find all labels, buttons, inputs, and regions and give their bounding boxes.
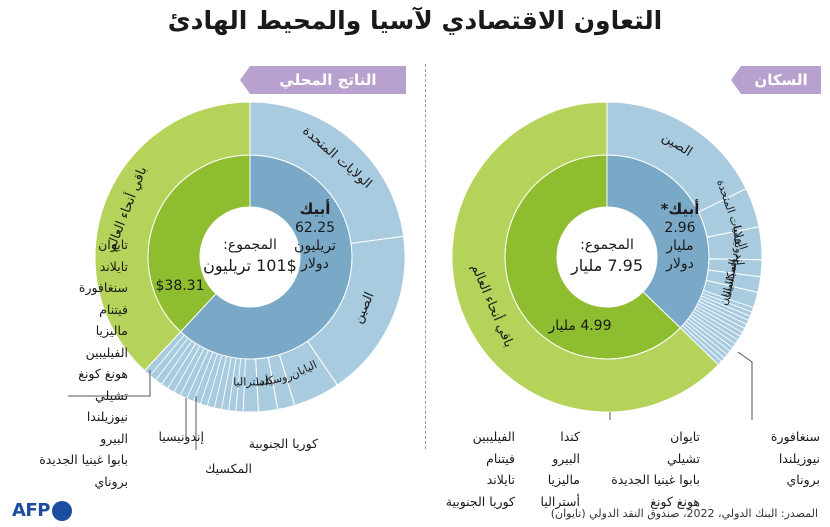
gdp-list-item-11: بروناي [94, 473, 128, 489]
gdp-list-item-8: نيوزيلندا [86, 409, 128, 424]
page-title: التعاون الاقتصادي لآسيا والمحيط الهادئ [167, 6, 663, 35]
gdp-label-mexico: المكسيك [205, 461, 252, 476]
pop-list-column-4: الفيليبين فيتنام تايلاند كوريا الجنوبية [410, 426, 515, 512]
gdp-small-economies-list: تايوان تايلاند سنغافورة فيتنام ماليزيا الفيلي… [18, 234, 128, 492]
gdp-list-item-4: ماليزيا [95, 323, 128, 338]
center-label: المجموع: [580, 237, 634, 253]
gdp-list-item-7: تشيلي [95, 387, 128, 403]
inner-label-rest: $38.31 [156, 278, 205, 294]
inner-label-rest: 4.99 مليار [547, 318, 611, 334]
pop-list-item-0-0: سنغافورة [770, 429, 820, 444]
center-label: المجموع: [223, 237, 277, 253]
gdp-list-item-3: فيتنام [99, 301, 128, 317]
pop-list-item-0-1: نيوزيلندا [778, 450, 820, 466]
pop-list-column-3: كندا البيرو ماليزيا أستراليا [500, 426, 580, 512]
gdp-label-south-korea: كوريا الجنوبية [248, 436, 318, 451]
outer-slice-rest [451, 101, 720, 413]
gdp-list-item-0: تايوان [98, 237, 128, 252]
pop-list-item-2-3: أستراليا [540, 493, 580, 509]
gdp-list-item-5: الفيليبين [85, 344, 128, 360]
pop-list-item-2-2: ماليزيا [547, 472, 580, 487]
center-hole [557, 207, 657, 307]
afp-logo: AFP [12, 500, 72, 521]
leader-lines [68, 351, 753, 450]
center-hole [200, 207, 300, 307]
pop-list-item-3-3: كوريا الجنوبية [445, 493, 515, 509]
inner-label-apec-2: تريليون [294, 238, 336, 254]
inner-label-apec-0: أبيك [300, 199, 331, 218]
panel-divider [425, 64, 426, 449]
gdp-list-item-10: بابوا غينيا الجديدة [39, 452, 128, 467]
source-note: المصدر: البنك الدولي، 2022، صندوق النقد … [550, 507, 818, 520]
outer-label-3: روسيا [265, 369, 294, 388]
inner-label-apec-3: دولار [665, 256, 694, 272]
pop-list-item-3-2: تايلاند [486, 472, 515, 487]
population-panel-label: السكان [731, 66, 821, 94]
gdp-panel-label: الناتج المحلي الإجمالي [240, 66, 406, 111]
inner-label-apec-1: 62.25 [295, 220, 335, 236]
afp-logo-text: AFP [12, 500, 50, 521]
pop-list-column-2: تايوان تشيلي بابوا غينيا الجديدة هونغ كونغ [588, 426, 700, 512]
gdp-list-item-6: هونغ كونغ [78, 366, 128, 381]
pop-list-column-1: سنغافورة نيوزيلندا بروناي [708, 426, 820, 491]
outer-label-4: كندا [255, 374, 275, 389]
gdp-list-item-9: البيرو [100, 430, 128, 446]
outer-label-3: روسيا [724, 252, 739, 279]
outer-label-5: أستراليا [233, 374, 268, 388]
pop-list-item-3-1: فيتنام [486, 450, 515, 466]
pop-list-item-2-1: البيرو [552, 450, 580, 466]
leader-line-3 [737, 351, 753, 420]
gdp-list-item-1: تايلاند [99, 258, 128, 274]
inner-label-apec-0: أبيك* [661, 199, 700, 218]
outer-label-2: إندونيسيا [730, 225, 747, 266]
leader-line-0 [68, 370, 151, 397]
gdp-label-indonesia: إندونيسيا [158, 429, 204, 444]
inner-label-apec-3: دولار [300, 256, 329, 272]
pop-list-item-1-2: بابوا غينيا الجديدة [611, 472, 700, 487]
pop-list-item-1-3: هونغ كونغ [650, 493, 700, 509]
outer-slice-rest [94, 101, 251, 372]
pop-list-item-3-0: الفيليبين [472, 429, 515, 444]
pop-list-item-2-0: كندا [560, 429, 580, 444]
pop-list-item-1-0: تايوان [670, 429, 700, 444]
inner-label-apec-2: مليار [665, 238, 693, 254]
center-value: 101$ تريليون [203, 256, 297, 276]
center-value: 7.95 مليار [570, 256, 643, 276]
inner-label-apec-1: 2.96 [664, 220, 695, 236]
pop-list-item-1-1: تشيلي [667, 450, 700, 466]
afp-logo-dot [51, 500, 72, 521]
pop-list-item-0-2: بروناي [786, 472, 820, 487]
gdp-list-item-2: سنغافورة [78, 280, 128, 295]
